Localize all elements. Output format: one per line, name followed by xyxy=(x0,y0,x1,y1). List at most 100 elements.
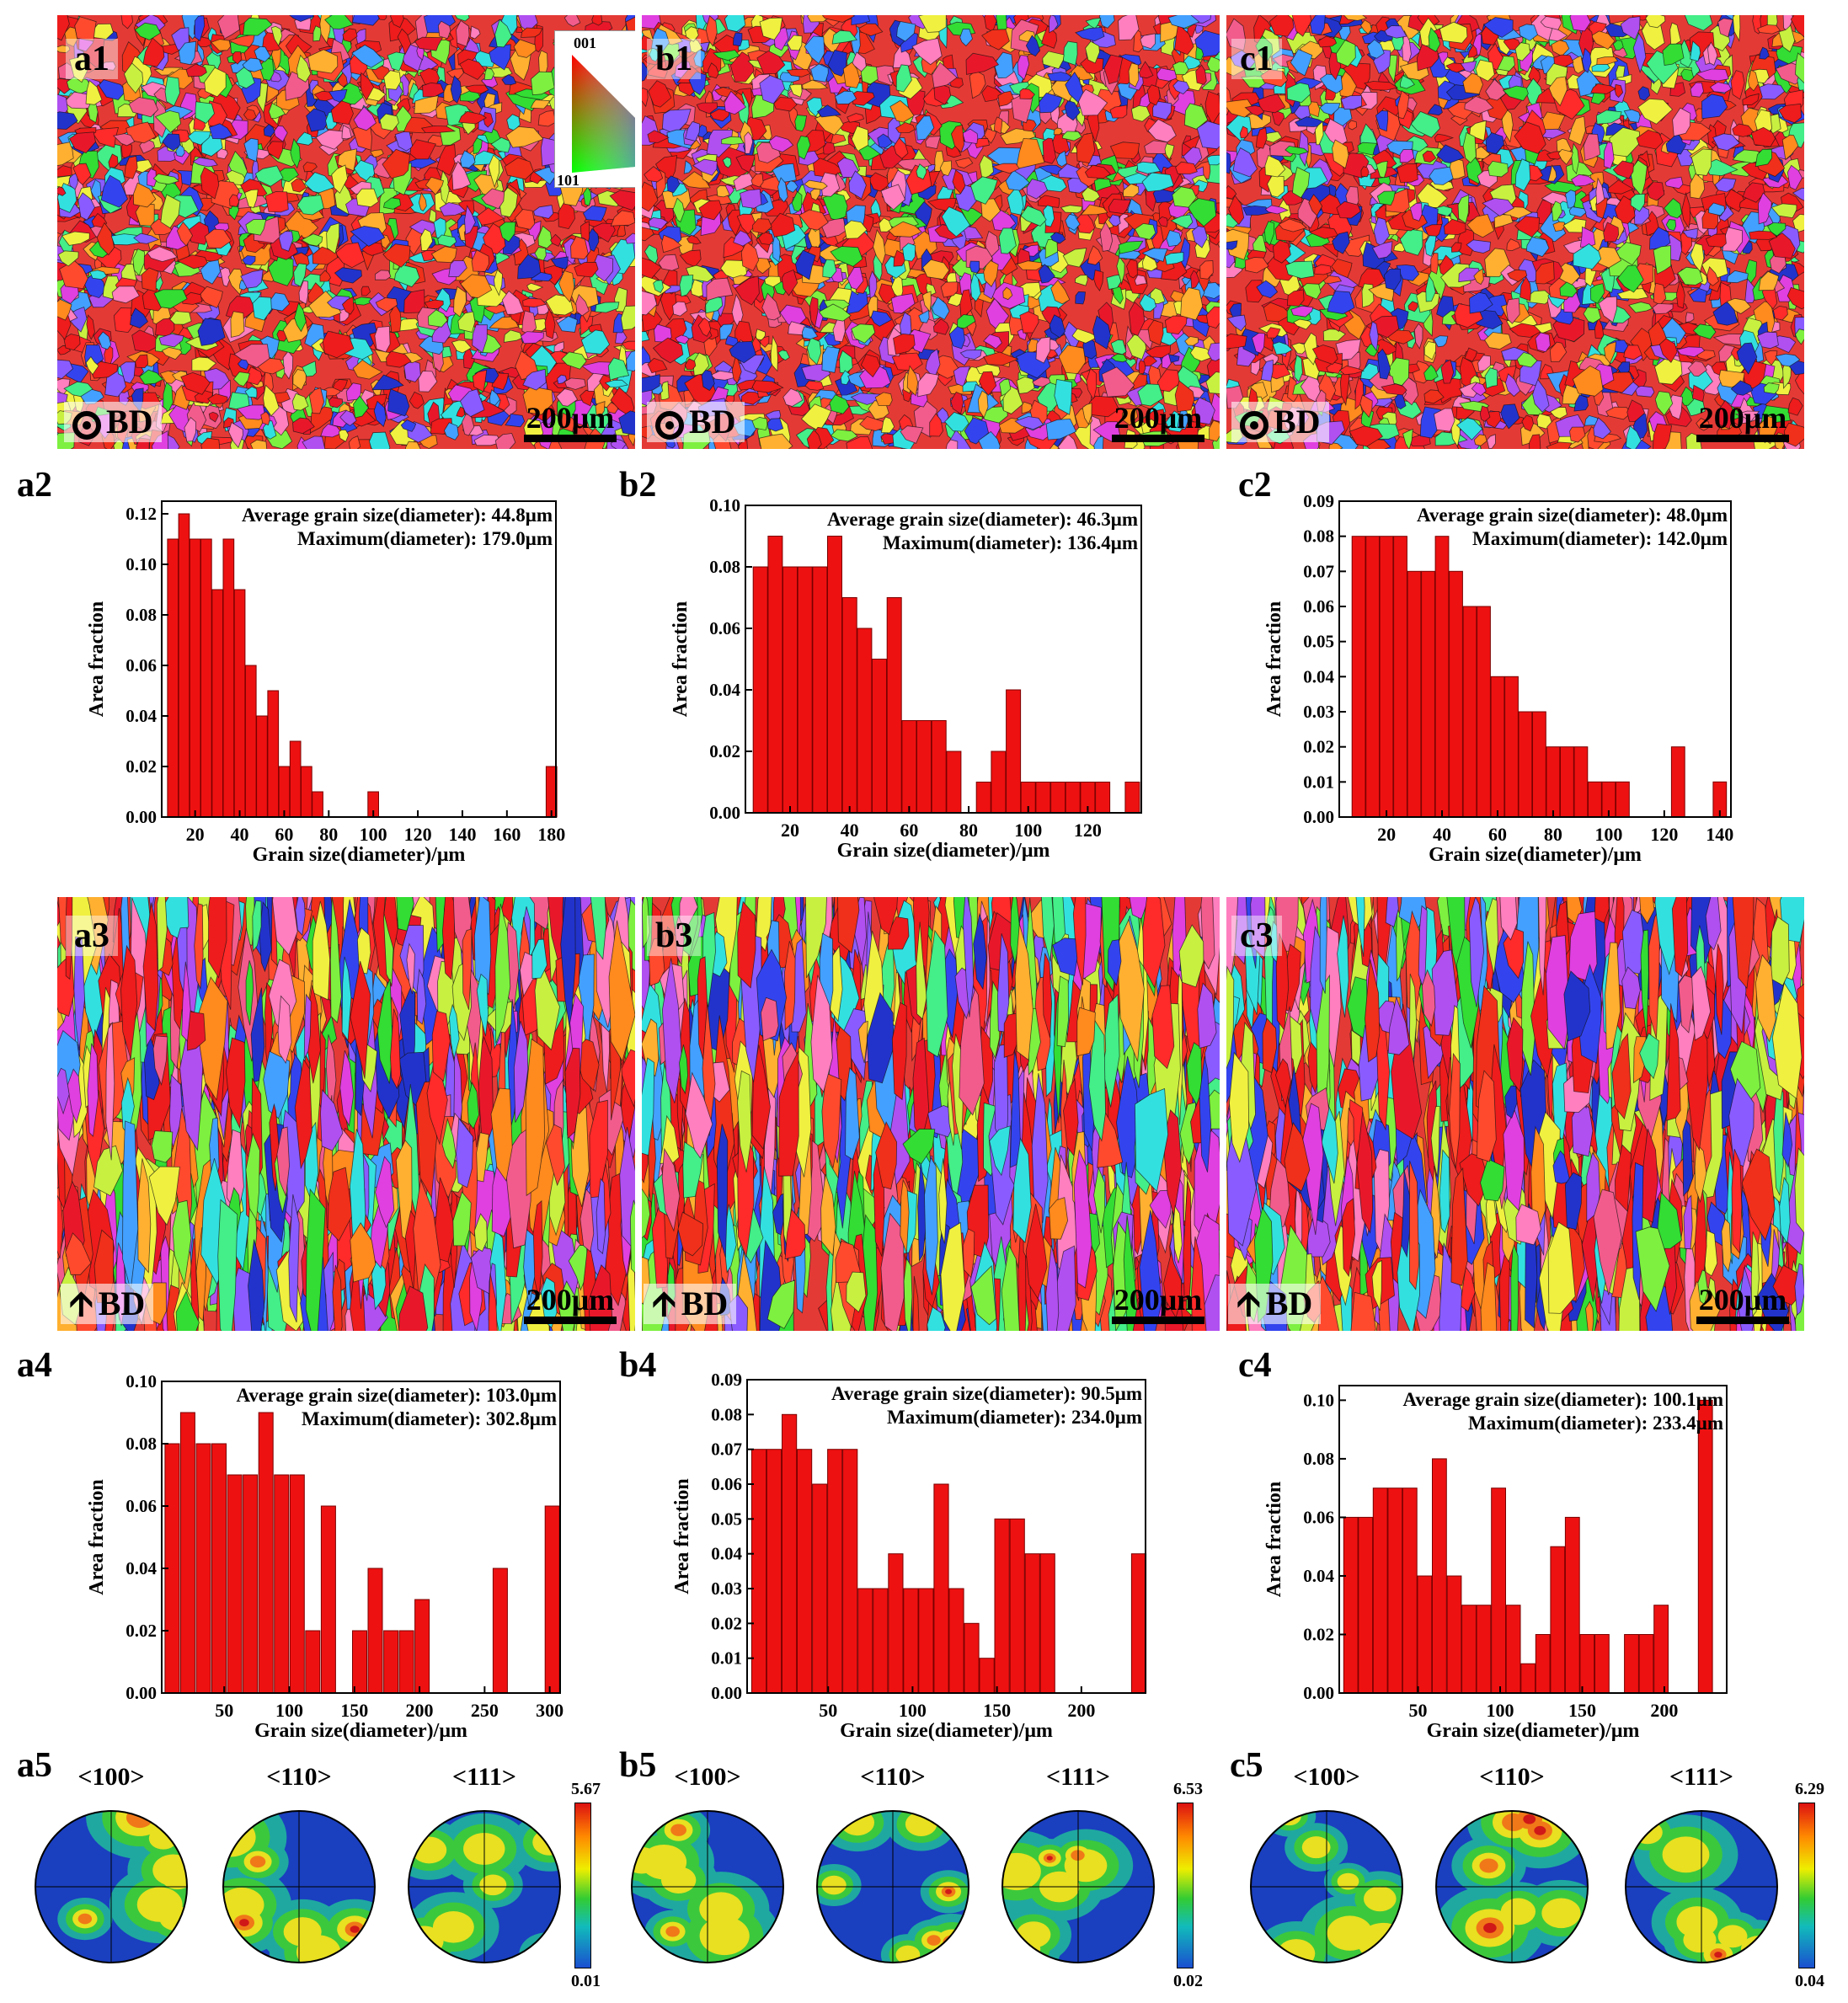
ebsd-grains xyxy=(57,15,635,449)
x-tick-label: 180 xyxy=(537,824,565,845)
bar xyxy=(243,1474,259,1694)
bar xyxy=(827,1449,843,1694)
plot-frame xyxy=(1338,1385,1728,1694)
ipf-label-101: 101 xyxy=(557,172,580,187)
plot-frame xyxy=(1338,500,1732,818)
x-tick-label: 150 xyxy=(983,1700,1011,1721)
bar xyxy=(975,782,991,814)
bar xyxy=(1432,1458,1447,1694)
bar xyxy=(888,1553,904,1694)
ebsd-map-a1: a1 001 101 111 BD 200μm xyxy=(57,15,635,449)
pole-figure-100 xyxy=(631,1810,784,1963)
y-tick-label: 0.00 xyxy=(1303,807,1334,827)
panel-label: a4 xyxy=(17,1348,52,1385)
bar xyxy=(812,566,828,814)
panel-label: b4 xyxy=(619,1348,657,1385)
average-size-annotation: Average grain size(diameter): 90.5μm xyxy=(831,1383,1142,1404)
bar xyxy=(857,1588,873,1694)
pf-title-111: <111> xyxy=(1669,1763,1733,1791)
x-tick-label: 80 xyxy=(319,824,338,845)
bar xyxy=(886,597,902,814)
bar xyxy=(244,665,257,818)
scale-bar: 200μm xyxy=(1103,403,1213,442)
bar xyxy=(167,538,179,818)
scale-bar: 200μm xyxy=(515,1285,625,1324)
bar xyxy=(842,1449,858,1694)
bar xyxy=(1434,536,1450,818)
bar xyxy=(544,1505,560,1694)
y-tick-label: 0.09 xyxy=(1303,491,1334,511)
bd-label: BD xyxy=(98,1285,146,1322)
y-tick-label: 0.06 xyxy=(711,1474,742,1494)
bar xyxy=(766,1449,782,1694)
bar xyxy=(797,1449,813,1694)
bar-chart: 0.00 0.01 0.02 0.03 0.04 0.05 0.06 0.07 0.08 0.09… xyxy=(1263,491,1733,866)
bar xyxy=(752,566,768,814)
ebsd-grains xyxy=(1226,897,1804,1331)
bar xyxy=(301,766,312,818)
bar xyxy=(1449,570,1463,818)
bar xyxy=(916,720,932,814)
bar xyxy=(946,750,962,814)
x-tick-label: 150 xyxy=(340,1700,368,1721)
panel-label: a5 xyxy=(17,1748,52,1785)
bar xyxy=(178,513,190,818)
x-tick-label: 200 xyxy=(1650,1700,1678,1721)
y-tick-label: 0.01 xyxy=(711,1648,742,1669)
bar xyxy=(227,1474,243,1694)
plot-frame xyxy=(161,500,557,818)
bar xyxy=(994,1518,1010,1694)
x-tick-label: 100 xyxy=(1014,820,1042,841)
bar xyxy=(872,659,887,814)
x-tick-label: 40 xyxy=(1433,824,1451,845)
bar xyxy=(1560,746,1574,818)
color-scale-bar xyxy=(1798,1803,1815,1968)
bar xyxy=(383,1630,399,1694)
y-tick-label: 0.04 xyxy=(126,1558,157,1578)
scale-label: 200μm xyxy=(1114,1283,1203,1317)
x-tick-label: 50 xyxy=(819,1700,837,1721)
x-tick-label: 140 xyxy=(1706,824,1733,845)
pole-figure-100 xyxy=(35,1810,188,1963)
color-scale-max: 5.67 xyxy=(571,1780,601,1798)
x-axis-label: Grain size(diameter)/μm xyxy=(840,1720,1053,1742)
color-scale-max: 6.53 xyxy=(1173,1780,1203,1798)
bar xyxy=(1407,570,1422,818)
scale-label: 200μm xyxy=(526,401,615,435)
pole-figures-b5: b5 <100> <110> <111> 6.53 0.02 xyxy=(619,1748,1217,2000)
pf-title-110: <110> xyxy=(266,1763,332,1791)
bd-label: BD xyxy=(681,1285,729,1322)
bar xyxy=(1670,746,1685,818)
bar xyxy=(1343,1516,1359,1694)
scale-label: 200μm xyxy=(1698,401,1787,435)
histogram-b4: b4 0.00 0.01 0.02 0.03 0.04 0.05 0.06 0.07 0.08 0… xyxy=(619,1348,1217,1744)
bd-label: BD xyxy=(689,403,736,441)
panel-label: b1 xyxy=(647,39,702,80)
y-tick-label: 0.02 xyxy=(709,741,740,761)
ebsd-map-c1: c1 BD 200μm xyxy=(1226,15,1804,449)
up-arrow-icon: 🡩 xyxy=(652,1285,676,1322)
up-arrow-icon: 🡩 xyxy=(69,1285,93,1322)
x-tick-label: 150 xyxy=(1568,1700,1596,1721)
color-scale-min: 0.01 xyxy=(571,1972,601,1990)
x-tick-label: 20 xyxy=(186,824,205,845)
bar xyxy=(1594,1634,1610,1694)
pole-figure-111 xyxy=(1625,1810,1778,1963)
panel-label: b2 xyxy=(619,467,657,505)
pf-title-100: <100> xyxy=(1293,1763,1360,1791)
histogram-b2: b2 0.00 0.02 0.04 0.06 0.08 0.10 20 40 60 80 100 12… xyxy=(619,467,1217,872)
y-tick-label: 0.10 xyxy=(1303,1390,1334,1410)
bar xyxy=(258,1412,274,1694)
bar xyxy=(1050,782,1066,814)
maximum-size-annotation: Maximum(diameter): 234.0μm xyxy=(887,1407,1142,1428)
bar xyxy=(398,1630,414,1694)
average-size-annotation: Average grain size(diameter): 48.0μm xyxy=(1417,505,1728,526)
build-direction-tag: 🡩 BD xyxy=(61,1284,154,1324)
ipf-label-001: 001 xyxy=(574,35,596,51)
bar xyxy=(1477,606,1491,818)
bd-label: BD xyxy=(1274,403,1321,441)
bar xyxy=(289,740,302,818)
color-scale-min: 0.04 xyxy=(1795,1972,1824,1990)
ipf-triangle: 001 101 111 xyxy=(557,35,635,187)
plot-frame xyxy=(745,505,1142,814)
